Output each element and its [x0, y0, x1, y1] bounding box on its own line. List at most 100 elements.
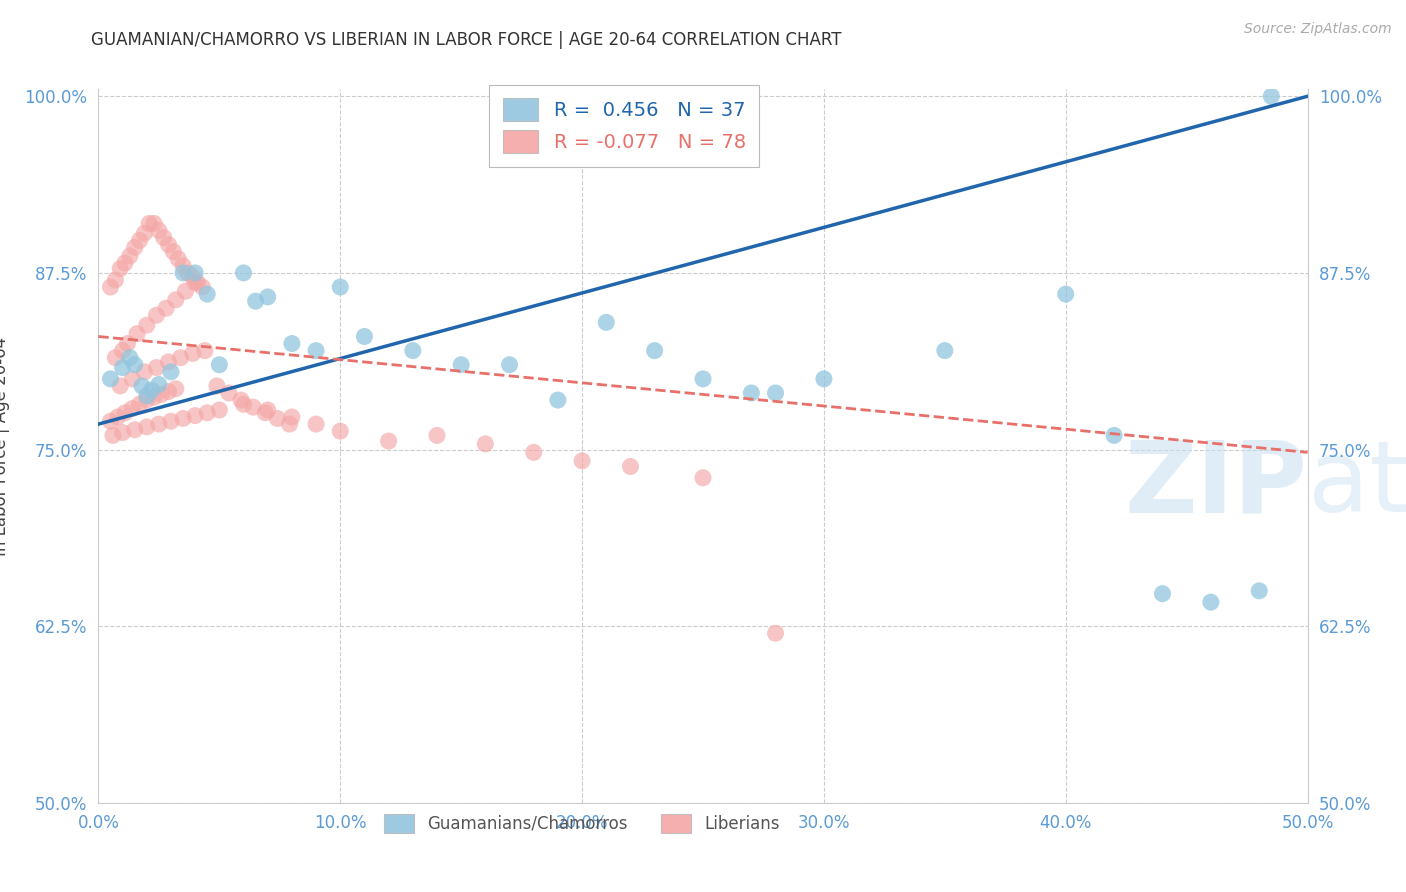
- Point: [194, 343, 217, 358]
- Point: [184, 409, 207, 423]
- Point: [195, 406, 218, 420]
- Point: [177, 266, 200, 280]
- Point: [254, 406, 277, 420]
- Point: [135, 393, 157, 408]
- Point: [305, 343, 328, 358]
- Point: [108, 379, 131, 393]
- Text: Source: ZipAtlas.com: Source: ZipAtlas.com: [1244, 22, 1392, 37]
- Point: [205, 379, 228, 393]
- Y-axis label: In Labor Force | Age 20-64: In Labor Force | Age 20-64: [0, 336, 10, 556]
- Point: [104, 351, 127, 365]
- Point: [124, 423, 146, 437]
- Point: [141, 383, 163, 397]
- Point: [124, 358, 146, 372]
- Point: [111, 343, 134, 358]
- Point: [174, 285, 197, 299]
- Point: [160, 365, 183, 379]
- Point: [131, 379, 153, 393]
- Point: [278, 417, 301, 431]
- Point: [134, 365, 156, 379]
- Point: [108, 261, 131, 276]
- Point: [934, 343, 956, 358]
- Point: [100, 414, 122, 428]
- Point: [148, 377, 170, 392]
- Point: [118, 351, 141, 365]
- Point: [353, 329, 375, 343]
- Point: [135, 389, 157, 403]
- Point: [329, 424, 352, 438]
- Point: [135, 318, 157, 333]
- Point: [218, 386, 240, 401]
- Point: [245, 294, 267, 309]
- Point: [100, 372, 122, 386]
- Point: [124, 240, 146, 254]
- Point: [765, 386, 787, 401]
- Point: [1249, 583, 1271, 598]
- Point: [595, 315, 617, 329]
- Point: [117, 336, 139, 351]
- Point: [162, 244, 184, 259]
- Point: [1260, 89, 1282, 103]
- Point: [169, 351, 191, 365]
- Point: [281, 336, 304, 351]
- Point: [1152, 587, 1174, 601]
- Point: [1054, 287, 1077, 301]
- Point: [184, 276, 207, 290]
- Point: [692, 471, 714, 485]
- Point: [172, 266, 194, 280]
- Point: [157, 384, 180, 399]
- Point: [229, 393, 252, 408]
- Point: [157, 237, 180, 252]
- Point: [619, 459, 641, 474]
- Point: [155, 301, 177, 316]
- Point: [329, 280, 352, 294]
- Point: [281, 410, 304, 425]
- Text: GUAMANIAN/CHAMORRO VS LIBERIAN IN LABOR FORCE | AGE 20-64 CORRELATION CHART: GUAMANIAN/CHAMORRO VS LIBERIAN IN LABOR …: [91, 31, 842, 49]
- Point: [181, 346, 204, 360]
- Point: [498, 358, 520, 372]
- Point: [134, 227, 156, 241]
- Point: [128, 234, 150, 248]
- Text: atlas: atlas: [1308, 436, 1406, 533]
- Point: [191, 280, 214, 294]
- Point: [145, 308, 167, 322]
- Point: [100, 280, 122, 294]
- Point: [1199, 595, 1222, 609]
- Point: [111, 425, 134, 440]
- Point: [256, 403, 278, 417]
- Point: [232, 397, 254, 411]
- Point: [167, 252, 190, 266]
- Legend: Guamanians/Chamorros, Liberians: Guamanians/Chamorros, Liberians: [373, 802, 792, 845]
- Point: [150, 387, 173, 401]
- Point: [547, 393, 569, 408]
- Point: [127, 326, 149, 341]
- Point: [813, 372, 835, 386]
- Point: [266, 411, 288, 425]
- Point: [128, 397, 150, 411]
- Point: [118, 249, 141, 263]
- Point: [740, 386, 762, 401]
- Point: [172, 411, 194, 425]
- Text: ZIP: ZIP: [1125, 436, 1308, 533]
- Point: [305, 417, 328, 431]
- Point: [377, 434, 399, 448]
- Point: [181, 270, 204, 285]
- Point: [143, 390, 166, 404]
- Point: [101, 428, 124, 442]
- Point: [426, 428, 449, 442]
- Point: [644, 343, 666, 358]
- Point: [474, 437, 496, 451]
- Point: [148, 417, 170, 431]
- Point: [121, 372, 143, 386]
- Point: [107, 410, 129, 425]
- Point: [692, 372, 714, 386]
- Point: [160, 414, 183, 428]
- Point: [138, 216, 160, 230]
- Point: [104, 273, 127, 287]
- Point: [111, 360, 134, 375]
- Point: [450, 358, 472, 372]
- Point: [152, 230, 174, 244]
- Point: [165, 293, 187, 307]
- Point: [148, 223, 170, 237]
- Point: [523, 445, 546, 459]
